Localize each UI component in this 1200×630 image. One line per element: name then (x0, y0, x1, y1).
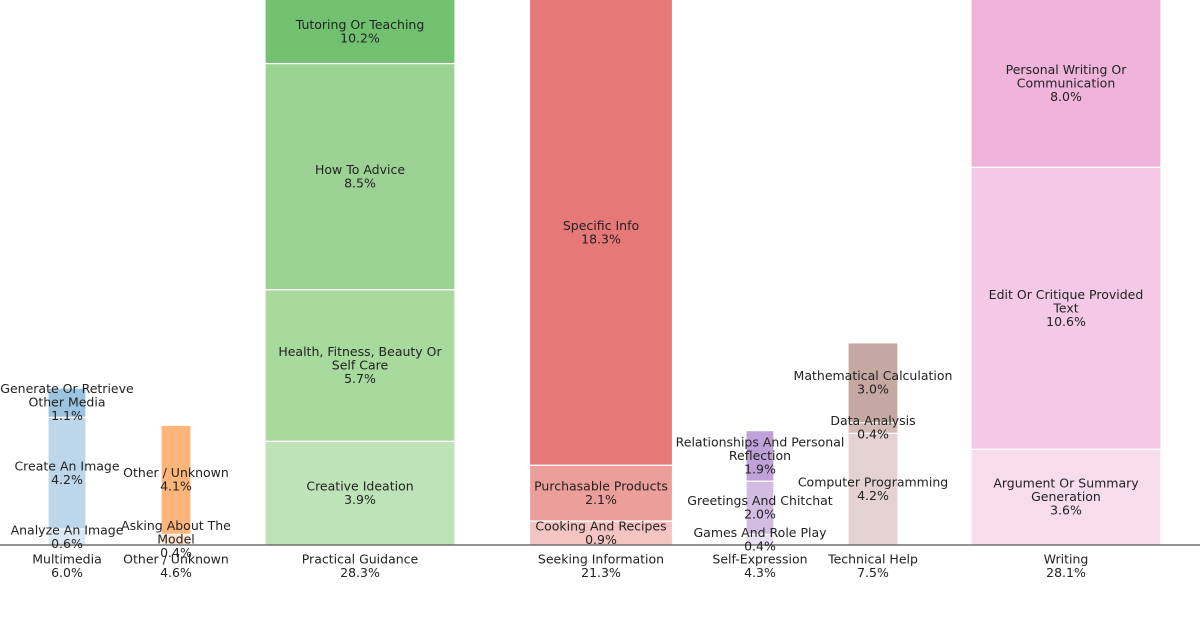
bar-segment-personal-writing-or-communication (970, 0, 1162, 168)
bar-segment-how-to-advice (264, 62, 456, 291)
segment-label-asking-about-the-model: Asking About The Model 0.4% (121, 518, 231, 560)
bar-segment-specific-info (528, 0, 674, 466)
category-label-seeking-information: Seeking Information 21.3% (538, 551, 664, 580)
category-label-practical-guidance: Practical Guidance 28.3% (302, 551, 419, 580)
segment-label-cooking-and-recipes: Cooking And Recipes 0.9% (535, 518, 666, 547)
bar-segment-generate-or-retrieve-other-media (47, 387, 87, 418)
bar-segment-edit-or-critique-provided-text (970, 166, 1162, 450)
category-label-other-unknown: Other / Unknown 4.6% (123, 551, 229, 580)
segment-label-tutoring-or-teaching: Tutoring Or Teaching 10.2% (295, 17, 425, 46)
category-label-writing: Writing 28.1% (1044, 551, 1089, 580)
bar-segment-computer-programming (847, 432, 899, 546)
segment-label-creative-ideation: Creative Ideation 3.9% (306, 478, 413, 507)
bar-segment-greetings-and-chitchat (745, 480, 775, 535)
segment-label-edit-or-critique-provided-text: Edit Or Critique Provided Text 10.6% (989, 287, 1144, 329)
category-label-self-expression: Self-Expression 4.3% (712, 551, 807, 580)
bar-segment-other-unknown (160, 424, 192, 535)
segment-label-analyze-an-image: Analyze An Image 0.6% (11, 522, 124, 551)
segment-label-other-unknown: Other / Unknown 4.1% (123, 465, 229, 494)
segment-label-create-an-image: Create An Image 4.2% (14, 458, 119, 487)
bar-segment-health-fitness-beauty-or-self-care (264, 289, 456, 442)
segment-label-data-analysis: Data Analysis 0.4% (830, 413, 915, 442)
bar-segment-relationships-and-personal-reflection (745, 430, 775, 482)
segment-label-health-fitness-beauty-or-self-care: Health, Fitness, Beauty Or Self Care 5.7% (278, 344, 442, 386)
segment-label-computer-programming: Computer Programming 4.2% (798, 474, 948, 503)
segment-label-specific-info: Specific Info 18.3% (563, 218, 639, 247)
segment-label-generate-or-retrieve-other-media: Generate Or Retrieve Other Media 1.1% (0, 381, 134, 423)
segment-label-greetings-and-chitchat: Greetings And Chitchat 2.0% (687, 493, 833, 522)
category-label-technical-help: Technical Help 7.5% (827, 551, 918, 580)
bar-segment-mathematical-calculation (847, 342, 899, 424)
segment-label-argument-or-summary-generation: Argument Or Summary Generation 3.6% (993, 476, 1139, 518)
segment-label-relationships-and-personal-reflection: Relationships And Personal Reflection 1.9% (676, 434, 845, 476)
segment-label-games-and-role-play: Games And Role Play 0.4% (693, 525, 827, 554)
bar-segment-tutoring-or-teaching (264, 0, 456, 65)
segment-label-purchasable-products: Purchasable Products 2.1% (534, 478, 668, 507)
bar-segment-create-an-image (47, 416, 87, 530)
segment-label-mathematical-calculation: Mathematical Calculation 3.0% (794, 368, 953, 397)
segment-label-how-to-advice: How To Advice 8.5% (315, 162, 405, 191)
category-label-multimedia: Multimedia 6.0% (32, 551, 102, 580)
segment-label-personal-writing-or-communication: Personal Writing Or Communication 8.0% (1006, 62, 1128, 104)
